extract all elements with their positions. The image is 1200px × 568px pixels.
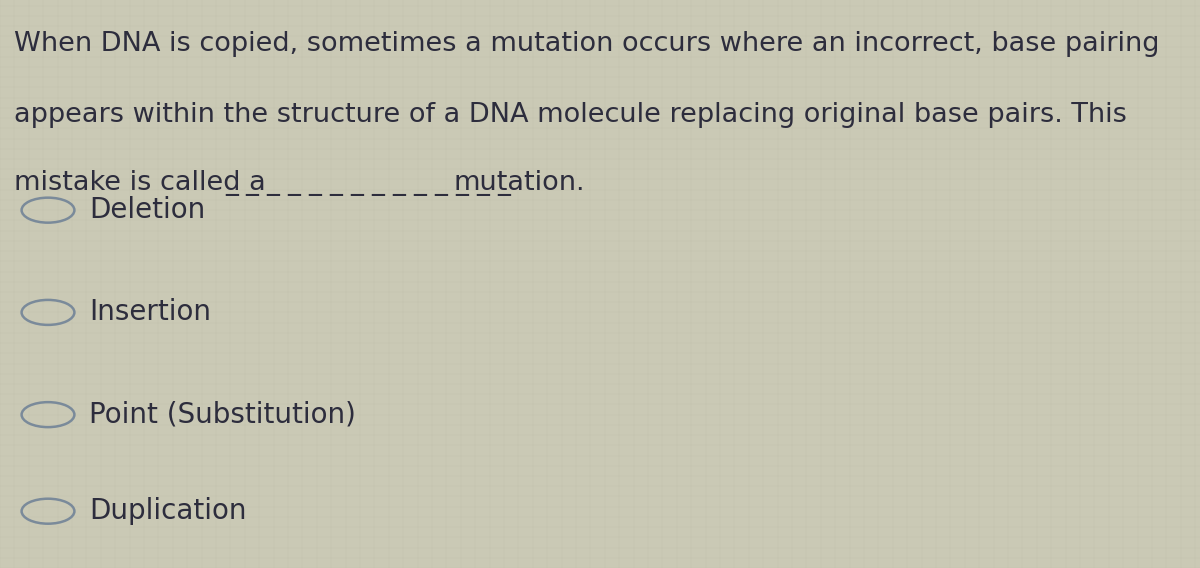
Text: Insertion: Insertion [89,298,211,327]
Text: _ _ _ _ _ _ _ _ _ _ _ _ _ _: _ _ _ _ _ _ _ _ _ _ _ _ _ _ [226,170,511,197]
Text: When DNA is copied, sometimes a mutation occurs where an incorrect, base pairing: When DNA is copied, sometimes a mutation… [14,31,1160,57]
Text: mistake is called a: mistake is called a [14,170,266,197]
Text: Deletion: Deletion [89,196,205,224]
Text: Point (Substitution): Point (Substitution) [89,400,355,429]
Text: mutation.: mutation. [454,170,586,197]
Text: Duplication: Duplication [89,497,246,525]
Text: appears within the structure of a DNA molecule replacing original base pairs. Th: appears within the structure of a DNA mo… [14,102,1127,128]
